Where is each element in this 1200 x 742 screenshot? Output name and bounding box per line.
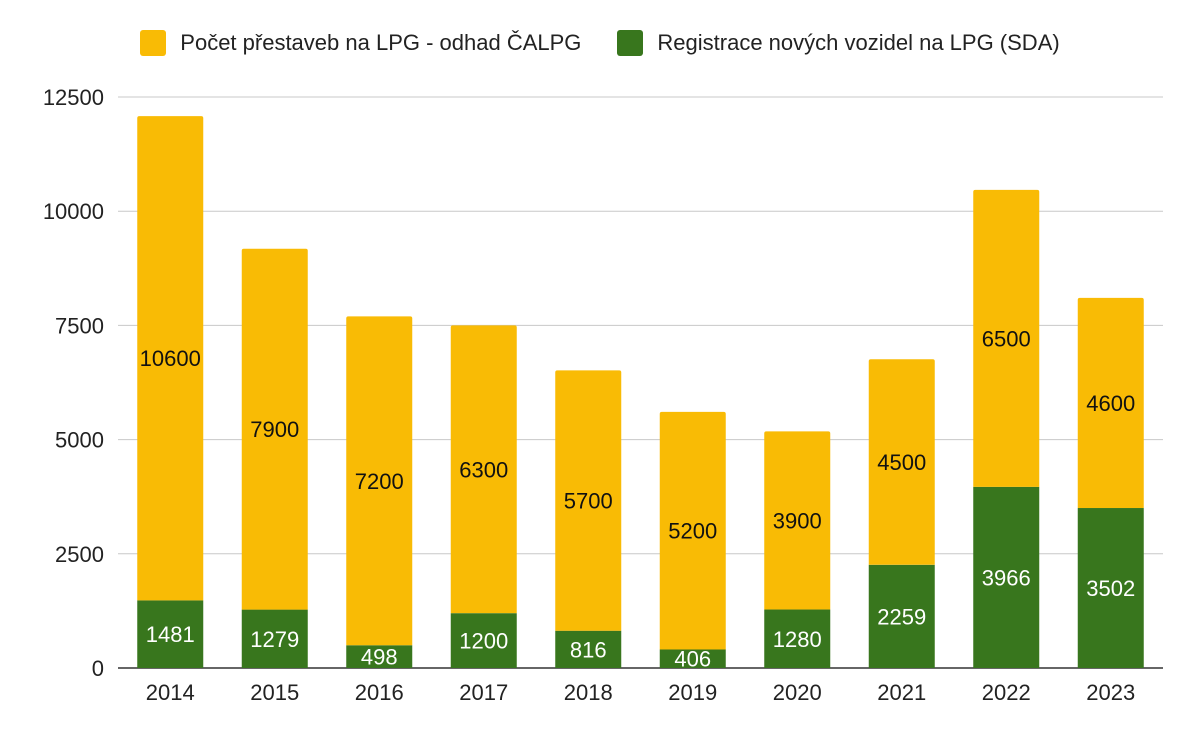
bar-segment-registrations — [764, 609, 831, 668]
data-label: 7200 — [355, 469, 404, 494]
data-label: 5700 — [564, 489, 613, 514]
y-tick-label: 10000 — [43, 199, 104, 224]
bar-segment-registrations — [659, 649, 726, 668]
data-label: 1280 — [773, 627, 822, 652]
x-tick-label: 2017 — [459, 680, 508, 705]
data-label: 498 — [361, 645, 398, 670]
legend-swatch-conversions — [140, 30, 167, 56]
data-label: 4500 — [877, 450, 926, 475]
y-tick-label: 0 — [92, 656, 104, 681]
bar-segment-conversions — [973, 189, 1040, 487]
bar-segment-registrations — [450, 613, 517, 668]
data-label: 6300 — [459, 457, 508, 482]
legend-item-registrations: Registrace nových vozidel na LPG (SDA) — [617, 30, 1060, 56]
bar-segment-registrations — [973, 486, 1040, 668]
x-tick-label: 2020 — [773, 680, 822, 705]
legend-label-conversions: Počet přestaveb na LPG - odhad ČALPG — [180, 30, 582, 55]
bar-segment-conversions — [868, 359, 935, 565]
bar-segment-conversions — [450, 325, 517, 614]
data-label: 406 — [674, 647, 711, 672]
bar-segment-conversions — [241, 248, 308, 610]
data-label: 1481 — [146, 622, 195, 647]
data-label: 1279 — [250, 627, 299, 652]
bar-segment-conversions — [555, 370, 622, 631]
bar-segment-registrations — [241, 609, 308, 668]
x-tick-label: 2023 — [1086, 680, 1135, 705]
data-label: 3502 — [1086, 576, 1135, 601]
bar-segment-registrations — [868, 564, 935, 668]
data-label: 10600 — [140, 346, 201, 371]
x-tick-label: 2016 — [355, 680, 404, 705]
x-tick-label: 2022 — [982, 680, 1031, 705]
bar-segment-registrations — [555, 630, 622, 668]
legend-label-registrations: Registrace nových vozidel na LPG (SDA) — [657, 30, 1060, 55]
legend-item-conversions: Počet přestaveb na LPG - odhad ČALPG — [140, 30, 581, 56]
data-label: 4600 — [1086, 391, 1135, 416]
data-label: 3900 — [773, 508, 822, 533]
bar-segment-registrations — [137, 600, 204, 668]
x-tick-label: 2021 — [877, 680, 926, 705]
x-tick-label: 2018 — [564, 680, 613, 705]
bar-segment-registrations — [346, 645, 413, 668]
bar-segment-registrations — [1077, 508, 1144, 668]
data-label: 1200 — [459, 629, 508, 654]
bar-segment-conversions — [659, 411, 726, 650]
data-label: 2259 — [877, 604, 926, 629]
bar-segment-conversions — [764, 431, 831, 610]
legend: Počet přestaveb na LPG - odhad ČALPG Reg… — [0, 30, 1200, 56]
data-label: 816 — [570, 637, 607, 662]
x-tick-label: 2014 — [146, 680, 195, 705]
y-tick-label: 5000 — [55, 428, 104, 453]
x-tick-label: 2015 — [250, 680, 299, 705]
bar-segment-conversions — [346, 316, 413, 646]
bar-segment-conversions — [1077, 297, 1144, 509]
y-tick-label: 12500 — [43, 85, 104, 110]
data-label: 7900 — [250, 417, 299, 442]
data-label: 6500 — [982, 326, 1031, 351]
x-tick-label: 2019 — [668, 680, 717, 705]
y-tick-label: 2500 — [55, 542, 104, 567]
data-label: 5200 — [668, 519, 717, 544]
bar-segment-conversions — [137, 116, 204, 601]
y-tick-label: 7500 — [55, 313, 104, 338]
data-label: 3966 — [982, 565, 1031, 590]
legend-swatch-registrations — [617, 30, 644, 56]
